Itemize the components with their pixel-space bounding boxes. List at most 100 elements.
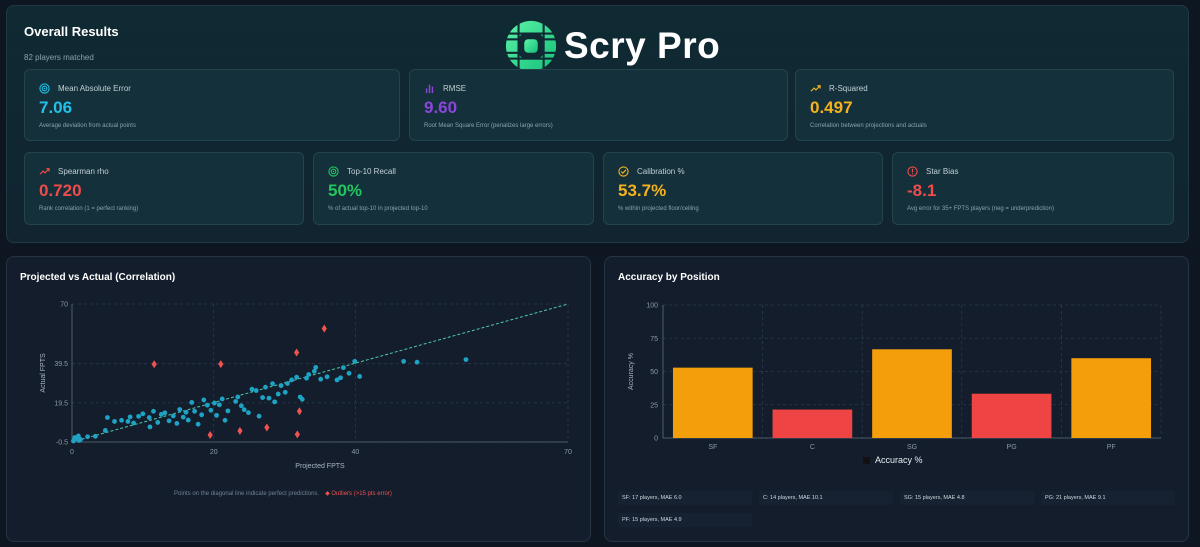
scatter-point <box>225 408 231 414</box>
trending-up-icon <box>39 166 50 177</box>
outliers-legend: ◆ Outliers (>15 pts error) <box>325 491 392 497</box>
scatter-point <box>272 399 278 405</box>
y-axis-label: Actual FPTS <box>40 353 47 393</box>
scatter-footnote: Points on the diagonal line indicate per… <box>174 490 392 497</box>
scatter-point <box>75 433 81 439</box>
scatter-point <box>183 409 189 415</box>
y-tick-label: 0 <box>654 436 658 443</box>
outlier-point <box>207 430 213 439</box>
metric-card-top10-recall: Top-10 Recall 50% % of actual top-10 in … <box>313 152 594 225</box>
scatter-point <box>256 413 262 419</box>
scatter-point <box>131 420 137 426</box>
target-icon <box>39 83 50 94</box>
scatter-point <box>357 374 363 379</box>
perfect-prediction-line <box>71 303 569 443</box>
scatter-point <box>278 383 284 389</box>
bar-sg <box>872 349 952 438</box>
overall-results-panel: Overall Results 82 players matched Sc <box>6 5 1189 243</box>
metric-value: 50% <box>328 181 363 200</box>
bar-pg <box>971 393 1052 438</box>
y-tick-label: 70 <box>60 302 68 309</box>
y-tick-label: 25 <box>650 402 658 409</box>
scatter-point <box>222 417 228 423</box>
scatter-point <box>147 424 153 430</box>
outlier-point <box>218 360 224 369</box>
scatter-point <box>233 399 239 404</box>
scatter-point <box>151 408 156 414</box>
x-tick-label: C <box>810 444 815 451</box>
scatter-point <box>285 381 290 386</box>
scatter-point <box>201 397 207 403</box>
y-tick-label: 39.5 <box>54 361 68 368</box>
metric-card-star-bias: Star Bias -8.1 Avg error for 35+ FPTS pl… <box>892 152 1174 225</box>
outlier-point <box>294 348 300 357</box>
y-tick-label: -0.5 <box>56 440 68 447</box>
metric-value: 0.720 <box>39 181 82 200</box>
metric-label: Top-10 Recall <box>347 167 396 176</box>
scatter-point <box>199 412 205 418</box>
metric-card-mae: Mean Absolute Error 7.06 Average deviati… <box>24 69 400 141</box>
position-stat-sf: SF: 17 players, MAE 6.0 <box>618 491 752 505</box>
outlier-point <box>151 360 157 369</box>
scatter-point <box>289 377 295 383</box>
check-circle-icon <box>618 166 629 177</box>
metric-value: 9.60 <box>424 98 458 117</box>
scatter-point <box>311 368 317 374</box>
outlier-point <box>321 324 327 333</box>
scatter-point <box>102 428 108 433</box>
metric-card-rmse: RMSE 9.60 Root Mean Square Error (penali… <box>409 69 788 141</box>
bar-chart-title: Accuracy by Position <box>618 272 720 283</box>
scatter-point <box>219 396 225 402</box>
y-tick-label: 75 <box>650 336 658 343</box>
scatter-point <box>260 395 266 400</box>
outlier-point <box>237 426 243 435</box>
scatter-point <box>318 376 324 382</box>
outlier-point <box>294 430 300 439</box>
scatter-point <box>92 433 98 439</box>
metric-label: Spearman rho <box>58 167 109 176</box>
metric-description: Average deviation from actual points <box>39 123 136 129</box>
bar-chart: 0 25 50 75 100 Accuracy % SF C SG PG PF <box>628 303 1162 451</box>
metric-description: Rank correlation (1 = perfect ranking) <box>39 206 139 212</box>
scatter-point <box>338 375 343 381</box>
metric-value: -8.1 <box>907 181 937 200</box>
scatter-point <box>340 365 346 371</box>
x-tick-label: 0 <box>70 449 74 456</box>
scatter-point <box>166 418 172 424</box>
alert-circle-icon <box>907 166 918 177</box>
scatter-point <box>324 374 330 380</box>
metric-card-spearman: Spearman rho 0.720 Rank correlation (1 =… <box>24 152 304 225</box>
metric-value: 0.497 <box>810 98 853 117</box>
scatter-point <box>401 358 407 364</box>
scatter-point <box>306 372 312 377</box>
scatter-point <box>263 384 268 390</box>
metric-label: R-Squared <box>829 84 868 93</box>
legend-swatch <box>863 456 870 464</box>
position-stat-sg: SG: 15 players, MAE 4.8 <box>900 491 1034 505</box>
scatter-point <box>253 388 259 393</box>
scatter-point <box>180 414 186 420</box>
legend-label: Accuracy % <box>875 455 923 465</box>
scatter-point <box>214 412 219 418</box>
y-tick-label: 50 <box>650 369 658 376</box>
bar-chart-panel: Accuracy by Position 0 25 50 75 100 Accuracy … <box>604 256 1189 542</box>
scatter-point <box>304 375 309 381</box>
target-icon <box>328 166 339 177</box>
outlier-point <box>264 423 270 432</box>
scatter-point <box>85 434 90 440</box>
scatter-point <box>136 413 142 419</box>
scatter-point <box>140 411 146 417</box>
scry-logo-icon <box>505 20 557 72</box>
metric-card-calibration: Calibration % 53.7% % within projected f… <box>603 152 883 225</box>
scatter-point <box>208 407 214 413</box>
scatter-point <box>414 359 420 365</box>
scatter-point <box>313 365 319 370</box>
scatter-point <box>299 396 305 402</box>
scatter-point <box>78 437 83 442</box>
scatter-footnote-text: Points on the diagonal line indicate per… <box>174 491 320 497</box>
x-tick-label: 70 <box>564 449 572 456</box>
position-stat-pg: PG: 21 players, MAE 9.1 <box>1041 491 1175 505</box>
scatter-chart: 0 20 40 70 -0.5 19.5 39.5 70 Projected FPTS Actua… <box>40 302 572 471</box>
y-axis-label: Accuracy % <box>628 353 635 390</box>
players-matched-count: 82 players matched <box>24 53 94 62</box>
